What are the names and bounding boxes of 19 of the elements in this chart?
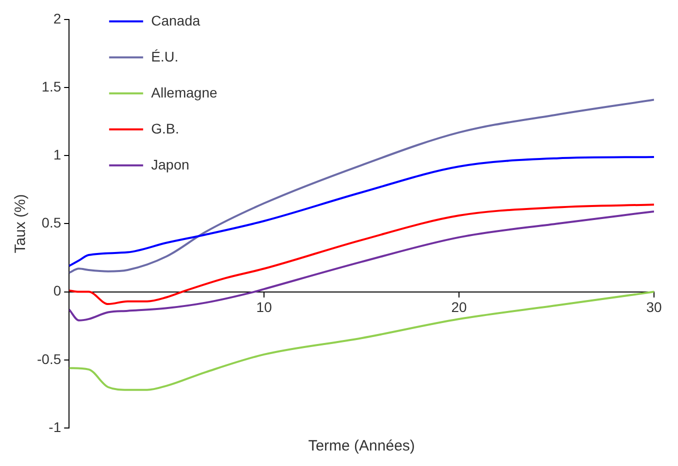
y-tick-label: 1 xyxy=(53,146,62,162)
x-tick-label: 30 xyxy=(646,299,662,316)
y-tick-label: 1.5 xyxy=(42,78,62,94)
y-tick-label: 2 xyxy=(53,10,62,26)
x-axis-title: Terme (Années) xyxy=(308,438,415,455)
x-tick-label: 10 xyxy=(256,299,272,316)
y-axis-title: Taux (%) xyxy=(12,194,30,254)
legend-label: É.U. xyxy=(151,48,178,64)
y-tick-label: -0.5 xyxy=(37,350,62,367)
line-series xyxy=(69,156,654,267)
legend-label: G.B. xyxy=(151,120,180,136)
y-tick-label: 0 xyxy=(53,282,62,299)
line-series xyxy=(69,98,654,274)
legend-label: Allemagne xyxy=(151,84,218,100)
legend-label: Canada xyxy=(151,12,200,28)
y-tick-label: 0.5 xyxy=(42,214,62,231)
legend-label: Japon xyxy=(151,156,190,172)
x-tick-label: 20 xyxy=(451,299,468,316)
y-tick-label: -1 xyxy=(48,418,62,435)
